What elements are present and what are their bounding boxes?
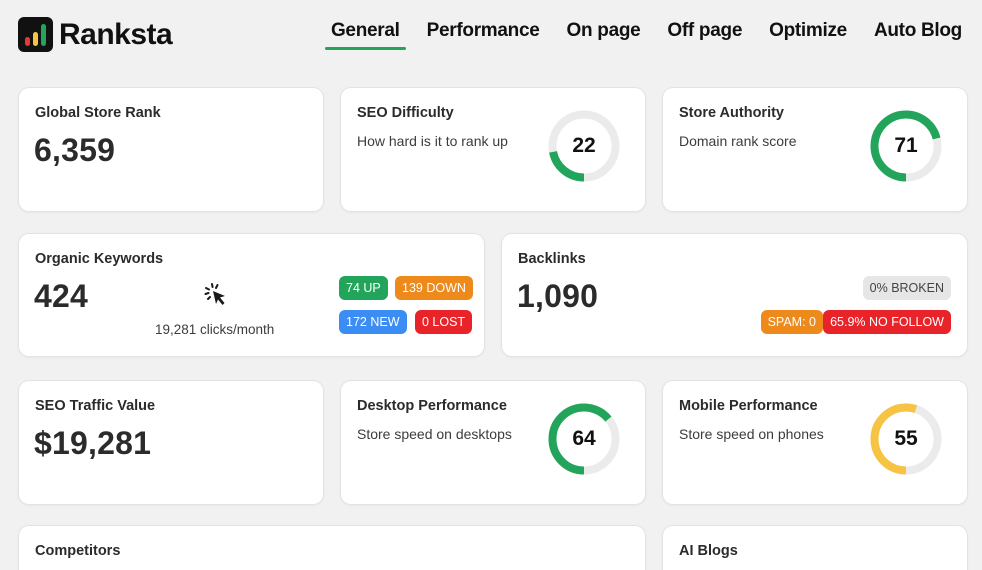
card-global-store-rank: Global Store Rank 6,359 <box>19 88 323 211</box>
card-title: Desktop Performance <box>357 398 507 414</box>
desktop-performance-gauge: 64 <box>548 403 620 475</box>
card-title: SEO Traffic Value <box>35 398 156 414</box>
card-title: Store Authority <box>679 105 784 121</box>
cursor-click-icon <box>203 282 229 308</box>
card-subtitle: Store speed on desktops <box>357 426 512 442</box>
badge-up: 74 UP <box>339 276 388 300</box>
card-title: Organic Keywords <box>35 251 164 267</box>
mobile-performance-gauge: 55 <box>870 403 942 475</box>
card-competitors: Competitors <box>19 526 645 570</box>
card-desktop-performance: Desktop Performance Store speed on deskt… <box>341 381 645 504</box>
tab-off-page[interactable]: Off page <box>667 20 743 41</box>
card-title: AI Blogs <box>679 543 738 559</box>
tab-auto-blog[interactable]: Auto Blog <box>873 20 962 41</box>
organic-keywords-value: 424 <box>34 278 88 314</box>
gauge-value: 22 <box>572 134 596 157</box>
gauge-value: 64 <box>572 427 596 450</box>
store-authority-gauge: 71 <box>870 110 942 182</box>
main-tabs: General Performance On page Off page Opt… <box>304 20 962 50</box>
card-title: Global Store Rank <box>35 105 161 121</box>
header: Ranksta General Performance On page Off … <box>0 0 982 70</box>
global-rank-value: 6,359 <box>34 132 116 168</box>
card-subtitle: Domain rank score <box>679 133 797 149</box>
backlinks-value: 1,090 <box>517 278 599 314</box>
card-title: SEO Difficulty <box>357 105 454 121</box>
badge-lost: 0 LOST <box>415 310 473 334</box>
traffic-value: $19,281 <box>34 425 152 461</box>
card-ai-blogs: AI Blogs <box>663 526 967 570</box>
tab-general[interactable]: General <box>324 20 406 50</box>
card-organic-keywords: Organic Keywords 424 19,281 clicks/month… <box>19 234 484 356</box>
logo-bars-icon <box>18 17 53 52</box>
badge-down: 139 DOWN <box>395 276 473 300</box>
card-subtitle: Store speed on phones <box>679 426 824 442</box>
tab-on-page[interactable]: On page <box>566 20 641 41</box>
badge-broken: 0% BROKEN <box>862 276 951 300</box>
card-title: Mobile Performance <box>679 398 818 414</box>
gauge-value: 71 <box>894 134 918 157</box>
tab-performance[interactable]: Performance <box>426 20 540 41</box>
brand-name: Ranksta <box>59 18 173 51</box>
card-subtitle: How hard is it to rank up <box>357 133 508 149</box>
card-backlinks: Backlinks 1,090 0% BROKEN SPAM: 0 65.9% … <box>502 234 967 356</box>
badge-new: 172 NEW <box>339 310 407 334</box>
badge-no-follow: 65.9% NO FOLLOW <box>823 310 951 334</box>
card-store-authority: Store Authority Domain rank score 71 <box>663 88 967 211</box>
seo-difficulty-gauge: 22 <box>548 110 620 182</box>
tab-optimize[interactable]: Optimize <box>769 20 847 41</box>
card-seo-difficulty: SEO Difficulty How hard is it to rank up… <box>341 88 645 211</box>
logo[interactable]: Ranksta <box>18 17 173 52</box>
card-seo-traffic-value: SEO Traffic Value $19,281 <box>19 381 323 504</box>
card-title: Backlinks <box>518 251 586 267</box>
clicks-per-month: 19,281 clicks/month <box>155 322 275 337</box>
card-mobile-performance: Mobile Performance Store speed on phones… <box>663 381 967 504</box>
badge-spam: SPAM: 0 <box>760 310 823 334</box>
gauge-value: 55 <box>894 427 918 450</box>
card-title: Competitors <box>35 543 121 559</box>
